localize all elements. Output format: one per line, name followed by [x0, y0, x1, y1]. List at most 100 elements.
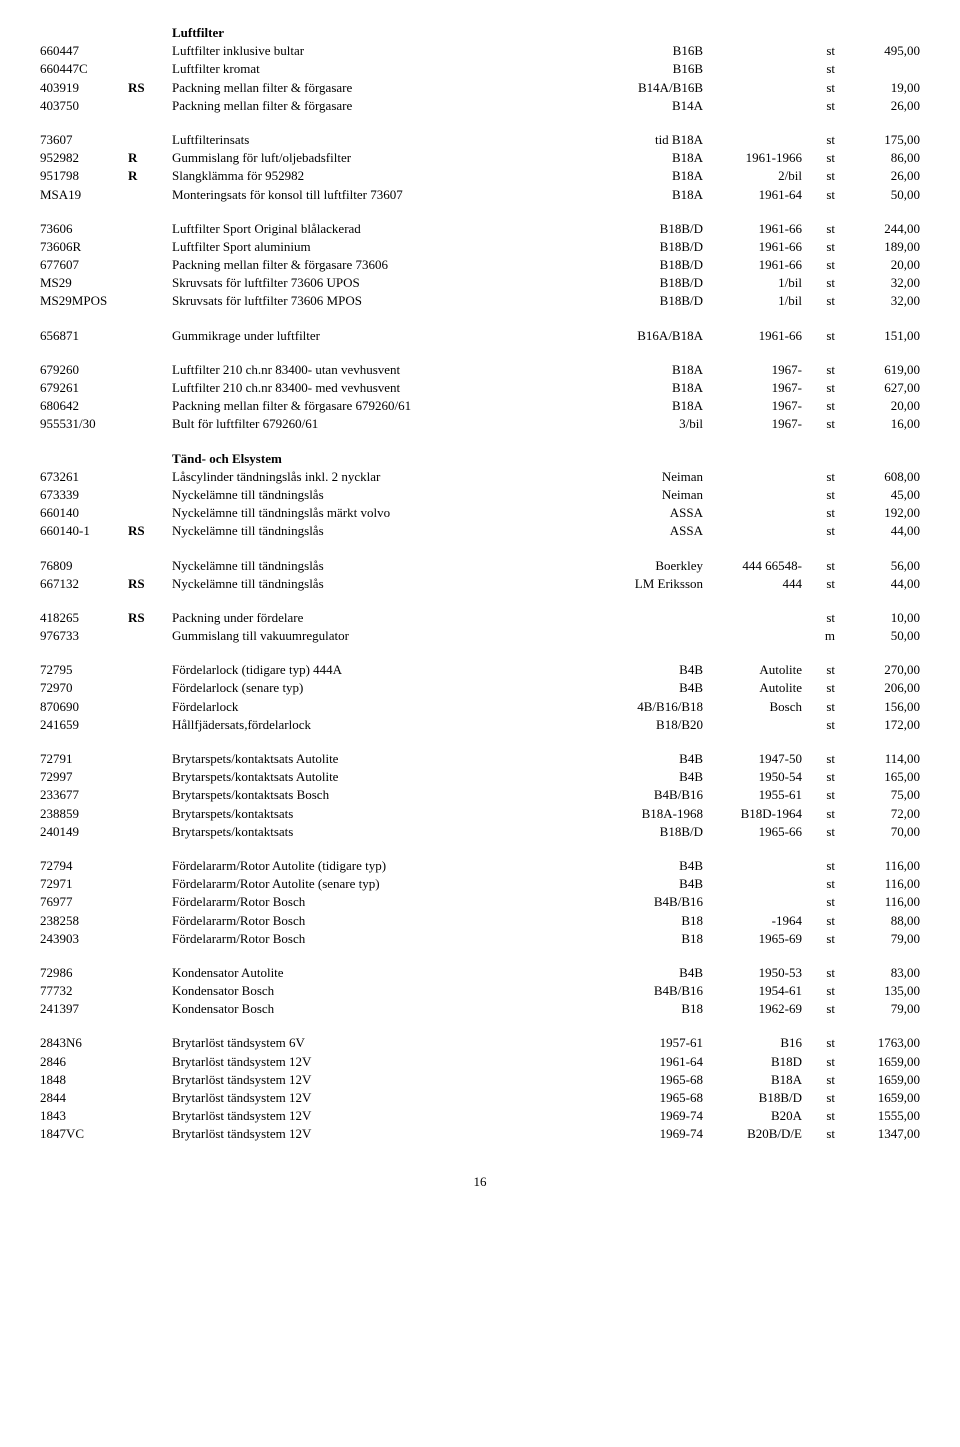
cell-c3: Brytarlöst tändsystem 12V: [172, 1053, 590, 1071]
cell-c4: B18: [590, 930, 711, 948]
table-row: 2843N6Brytarlöst tändsystem 6V1957-61B16…: [40, 1034, 920, 1052]
cell-c3: Brytarspets/kontaktsats Autolite: [172, 768, 590, 786]
cell-c3: Gummislang till vakuumregulator: [172, 627, 590, 645]
cell-c1: 72791: [40, 750, 128, 768]
cell-c4: B16B: [590, 42, 711, 60]
table-row: 72986Kondensator AutoliteB4B1950-53st83,…: [40, 964, 920, 982]
cell-c2: RS: [128, 79, 172, 97]
cell-c4: B4B: [590, 661, 711, 679]
cell-c4: B16A/B18A: [590, 327, 711, 345]
cell-c5: B20B/D/E: [711, 1125, 810, 1143]
cell-c6: st: [810, 768, 843, 786]
table-row: 952982RGummislang för luft/oljebadsfilte…: [40, 149, 920, 167]
cell-c1: 1847VC: [40, 1125, 128, 1143]
cell-c2: [128, 60, 172, 78]
cell-c6: st: [810, 361, 843, 379]
cell-c7: 116,00: [843, 893, 920, 911]
cell-c3: Brytarspets/kontaktsats: [172, 805, 590, 823]
cell-c7: 1659,00: [843, 1071, 920, 1089]
cell-c3: Brytarspets/kontaktsats Autolite: [172, 750, 590, 768]
cell-c4: B18A: [590, 397, 711, 415]
cell-c5: [711, 60, 810, 78]
cell-c2: [128, 1071, 172, 1089]
cell-c5: [711, 79, 810, 97]
cell-c6: st: [810, 982, 843, 1000]
cell-c4: B18B/D: [590, 274, 711, 292]
cell-c3: Skruvsats för luftfilter 73606 MPOS: [172, 292, 590, 310]
cell-c2: [128, 379, 172, 397]
cell-c3: Packning mellan filter & förgasare 67926…: [172, 397, 590, 415]
cell-c5: [711, 504, 810, 522]
cell-c2: [128, 982, 172, 1000]
cell-c3: Fördelarlock (senare typ): [172, 679, 590, 697]
cell-c2: [128, 504, 172, 522]
cell-c4: B4B: [590, 857, 711, 875]
cell-c1: 952982: [40, 149, 128, 167]
cell-c1: 72971: [40, 875, 128, 893]
cell-c6: st: [810, 609, 843, 627]
table-row: [40, 593, 920, 609]
cell-c6: st: [810, 912, 843, 930]
table-row: 2846Brytarlöst tändsystem 12V1961-64B18D…: [40, 1053, 920, 1071]
cell-c2: [128, 716, 172, 734]
cell-c1: 240149: [40, 823, 128, 841]
cell-c5: B20A: [711, 1107, 810, 1125]
cell-c7: 135,00: [843, 982, 920, 1000]
table-row: 680642Packning mellan filter & förgasare…: [40, 397, 920, 415]
cell-c2: [128, 786, 172, 804]
cell-c1: 660140-1: [40, 522, 128, 540]
cell-c6: st: [810, 149, 843, 167]
table-row: 241659Hållfjädersats,fördelarlockB18/B20…: [40, 716, 920, 734]
cell-c3: Nyckelämne till tändningslås: [172, 486, 590, 504]
cell-c2: RS: [128, 609, 172, 627]
cell-c2: [128, 750, 172, 768]
cell-c2: [128, 893, 172, 911]
cell-c2: R: [128, 167, 172, 185]
cell-c7: 50,00: [843, 186, 920, 204]
cell-c3: Packning mellan filter & förgasare: [172, 79, 590, 97]
cell-c4: B18A-1968: [590, 805, 711, 823]
cell-c4: B18A: [590, 361, 711, 379]
table-row: 233677Brytarspets/kontaktsats BoschB4B/B…: [40, 786, 920, 804]
cell-c3: Luftfilter Sport aluminium: [172, 238, 590, 256]
cell-c6: st: [810, 97, 843, 115]
cell-c7: 20,00: [843, 256, 920, 274]
table-row: 73606RLuftfilter Sport aluminiumB18B/D19…: [40, 238, 920, 256]
table-row: 1848Brytarlöst tändsystem 12V1965-68B18A…: [40, 1071, 920, 1089]
cell-c5: [711, 875, 810, 893]
cell-c3: Skruvsats för luftfilter 73606 UPOS: [172, 274, 590, 292]
cell-c6: [810, 450, 843, 468]
cell-c3: Brytarlöst tändsystem 12V: [172, 1089, 590, 1107]
cell-c6: st: [810, 1089, 843, 1107]
table-row: [40, 311, 920, 327]
cell-c6: st: [810, 274, 843, 292]
cell-c3: Brytarlöst tändsystem 6V: [172, 1034, 590, 1052]
cell-c5: [711, 486, 810, 504]
table-row: 72997Brytarspets/kontaktsats AutoliteB4B…: [40, 768, 920, 786]
cell-c2: RS: [128, 522, 172, 540]
cell-c1: 72997: [40, 768, 128, 786]
cell-c7: [843, 450, 920, 468]
cell-c6: st: [810, 397, 843, 415]
cell-c3: Kondensator Autolite: [172, 964, 590, 982]
table-row: [40, 345, 920, 361]
table-row: 660447Luftfilter inklusive bultarB16Bst4…: [40, 42, 920, 60]
table-row: 72795Fördelarlock (tidigare typ) 444AB4B…: [40, 661, 920, 679]
cell-c1: 73606: [40, 220, 128, 238]
cell-c5: 1961-1966: [711, 149, 810, 167]
cell-c1: 660447: [40, 42, 128, 60]
cell-c5: Autolite: [711, 661, 810, 679]
cell-c6: st: [810, 805, 843, 823]
cell-c5: 444: [711, 575, 810, 593]
table-row: 73607Luftfilterinsatstid B18Ast175,00: [40, 131, 920, 149]
table-row: Tänd- och Elsystem: [40, 450, 920, 468]
cell-c7: 32,00: [843, 274, 920, 292]
cell-c4: B14A/B16B: [590, 79, 711, 97]
cell-c2: [128, 857, 172, 875]
cell-c1: 238258: [40, 912, 128, 930]
cell-c4: B4B/B16: [590, 982, 711, 1000]
cell-c4: B4B: [590, 679, 711, 697]
table-row: 1847VCBrytarlöst tändsystem 12V1969-74B2…: [40, 1125, 920, 1143]
cell-c3: Luftfilter Sport Original blålackerad: [172, 220, 590, 238]
cell-c5: 1967-: [711, 361, 810, 379]
